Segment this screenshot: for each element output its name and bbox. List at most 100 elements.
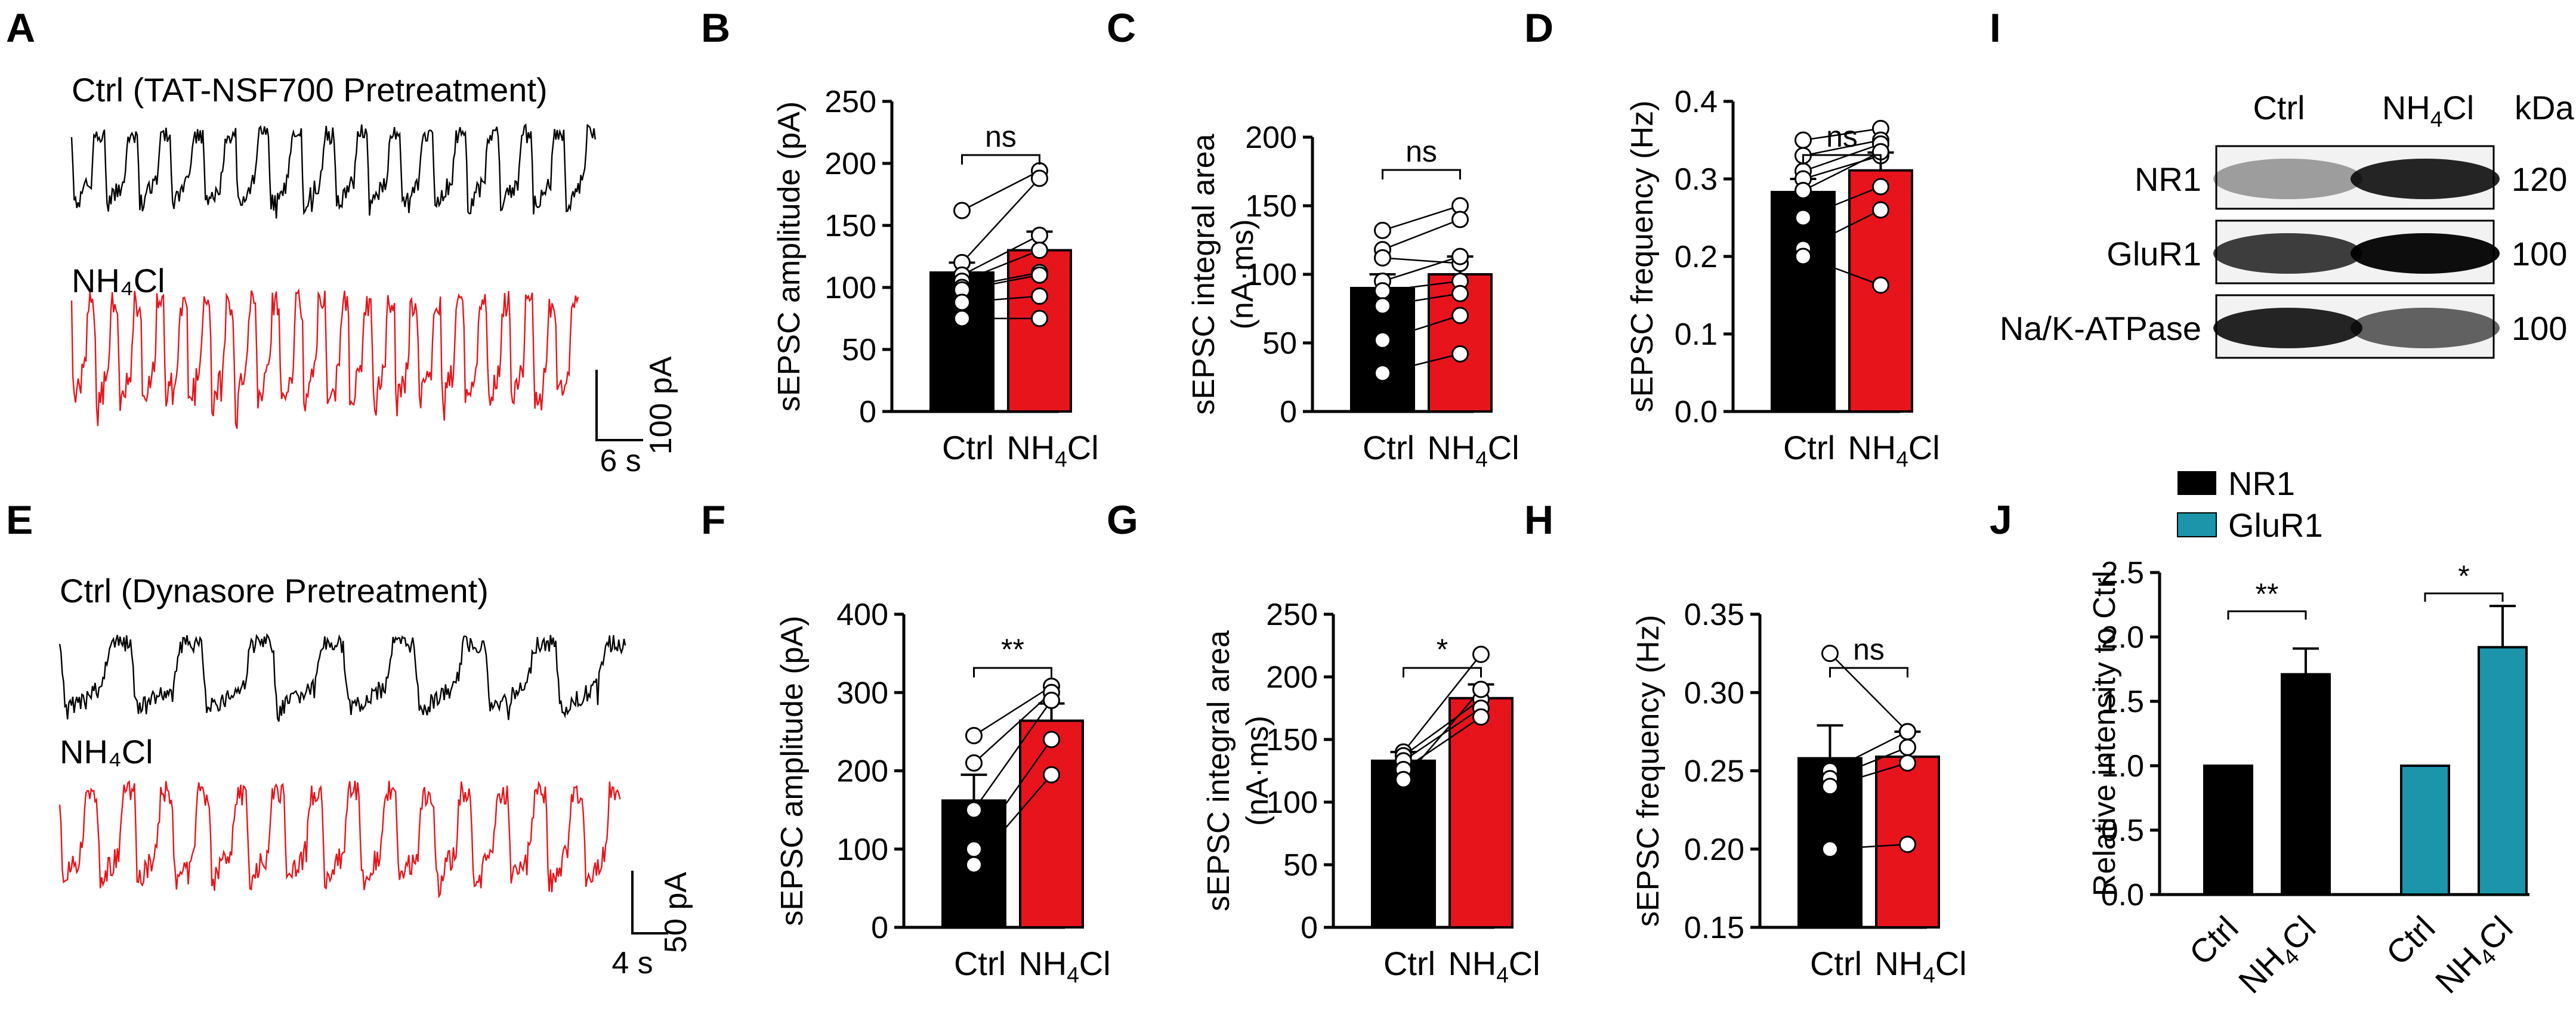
bar-nr1-nh4cl: [2281, 673, 2331, 896]
x-label-ctrl: Ctrl: [1783, 429, 1835, 466]
data-point: [1899, 738, 1916, 756]
y-tick-label: 250: [1266, 598, 1318, 632]
y-tick-label: 0.20: [1684, 833, 1744, 867]
pair-line: [973, 739, 1052, 850]
x-label-nh4cl: NH4Cl: [1848, 429, 1939, 471]
panel-label-g: G: [1107, 497, 1138, 543]
pair-line: [973, 692, 1052, 764]
pair-line: [973, 685, 1052, 737]
trace-title-nh4cl-e: NH₄Cl: [60, 733, 153, 771]
bar-nh4cl: [1448, 697, 1514, 929]
data-point: [1031, 242, 1048, 259]
y-tick-label: 0.0: [2101, 878, 2144, 912]
trace-title-ctrl-a: Ctrl (TAT-NSF700 Pretreatment): [72, 71, 548, 109]
blot-band: [2213, 233, 2362, 274]
data-point: [1872, 178, 1889, 196]
panel-label-j: J: [1990, 497, 2012, 543]
panel-label-e: E: [6, 497, 33, 543]
blot-unit: kDa: [2515, 89, 2574, 126]
trace-ctrl-a: [70, 123, 596, 219]
panel-label-c: C: [1107, 5, 1136, 51]
y-tick-label: 0.30: [1684, 676, 1744, 710]
legend-label-nr1: NR1: [2228, 465, 2295, 502]
pair-line: [1830, 843, 1908, 850]
data-point: [1472, 708, 1490, 726]
bar-glur1-ctrl: [2400, 765, 2450, 896]
pair-line: [1382, 257, 1460, 264]
data-point: [1374, 331, 1391, 349]
trace-nh4cl-e: [58, 780, 621, 899]
data-point: [965, 726, 983, 744]
pair-line: [1830, 762, 1908, 787]
blot-band: [2350, 308, 2500, 348]
data-point: [1031, 266, 1048, 284]
data-point: [1821, 840, 1839, 858]
data-point: [965, 754, 983, 772]
chart-d: 0.0 0.1 0.2 0.3 0.4 sEPSC frequency (Hz) ns Ctr…: [1625, 85, 1940, 471]
time-scale-e: 4 s: [611, 946, 653, 980]
y-tick-label: 0: [1280, 395, 1297, 429]
pair-line: [1803, 143, 1881, 172]
y-tick-label: 300: [836, 676, 888, 710]
x-label-nh4cl: NH4Cl: [2428, 909, 2524, 1004]
y-axis-label-f: sEPSC amplitude (pA): [775, 615, 810, 926]
blot-band: [2350, 233, 2500, 274]
y-tick-label: 150: [1266, 723, 1318, 757]
bar-nr1-ctrl: [2203, 765, 2253, 896]
data-point: [1451, 345, 1469, 363]
data-point: [1031, 227, 1048, 245]
x-label-nh4cl: NH4Cl: [1018, 945, 1110, 987]
y-tick-label: 150: [824, 209, 876, 243]
data-point: [1821, 645, 1839, 663]
pair-line: [1829, 652, 1908, 732]
pair-line: [1382, 205, 1460, 231]
data-point: [965, 840, 983, 858]
x-label-nh4cl: NH4Cl: [2231, 909, 2327, 1004]
chart-f: 0 100 200 300 400 sEPSC amplitude (pA) ** Ctrl N…: [775, 598, 1111, 987]
y-tick-label: 100: [836, 833, 888, 867]
data-point: [1472, 680, 1490, 698]
data-point: [1043, 691, 1060, 709]
data-point: [1374, 221, 1391, 239]
pair-line: [962, 274, 1040, 291]
y-tick-label: 0.35: [1684, 598, 1744, 632]
pair-line: [1382, 314, 1460, 341]
y-axis-label-c: sEPSC integral area: [1187, 134, 1221, 414]
x-label-nh4cl: NH4Cl: [1006, 429, 1098, 471]
pair-line: [962, 295, 1040, 304]
data-point: [1031, 169, 1048, 187]
data-point: [1821, 778, 1839, 796]
y-tick-label: 0: [871, 911, 888, 945]
pair-line: [973, 774, 1052, 865]
chart-c: 0 50 100 150 200 sEPSC integral area (nA·ms) ns…: [1187, 120, 1519, 471]
x-label-nh4cl: NH4Cl: [1448, 945, 1540, 987]
y-axis-label-g: sEPSC integral area: [1201, 630, 1236, 911]
pair-line: [1382, 218, 1460, 250]
data-point: [1472, 645, 1490, 663]
blot-row-kda: 100: [2512, 235, 2567, 273]
significance-bracket: [973, 667, 1052, 677]
data-point: [1031, 310, 1048, 327]
data-point: [1794, 247, 1812, 265]
y-tick-label: 250: [824, 85, 876, 119]
chart-b: 0 50 100 150 200 250 sEPSC amplitude (pA) ns Ctr…: [772, 85, 1099, 471]
data-point: [1451, 247, 1469, 265]
blot-row-kda: 100: [2512, 310, 2567, 347]
y-tick-label: 150: [1245, 189, 1297, 224]
blot-band: [2350, 159, 2500, 199]
x-label-nh4cl: NH4Cl: [1427, 429, 1519, 471]
pair-line: [1382, 292, 1460, 307]
significance-label-j: *: [2458, 559, 2469, 593]
data-point: [1899, 723, 1916, 741]
panel-label-b: B: [701, 5, 730, 51]
pair-line: [1382, 255, 1460, 282]
panel-label-a: A: [6, 5, 35, 51]
blot-row-label: NR1: [2135, 160, 2201, 198]
amp-scale-e: 50 pA: [659, 872, 693, 953]
data-point: [1872, 276, 1889, 294]
significance-label-c: ns: [1406, 135, 1437, 168]
y-tick-label: 0.25: [1684, 754, 1744, 789]
data-point: [1374, 297, 1391, 315]
y-tick-label: 100: [1245, 258, 1297, 292]
